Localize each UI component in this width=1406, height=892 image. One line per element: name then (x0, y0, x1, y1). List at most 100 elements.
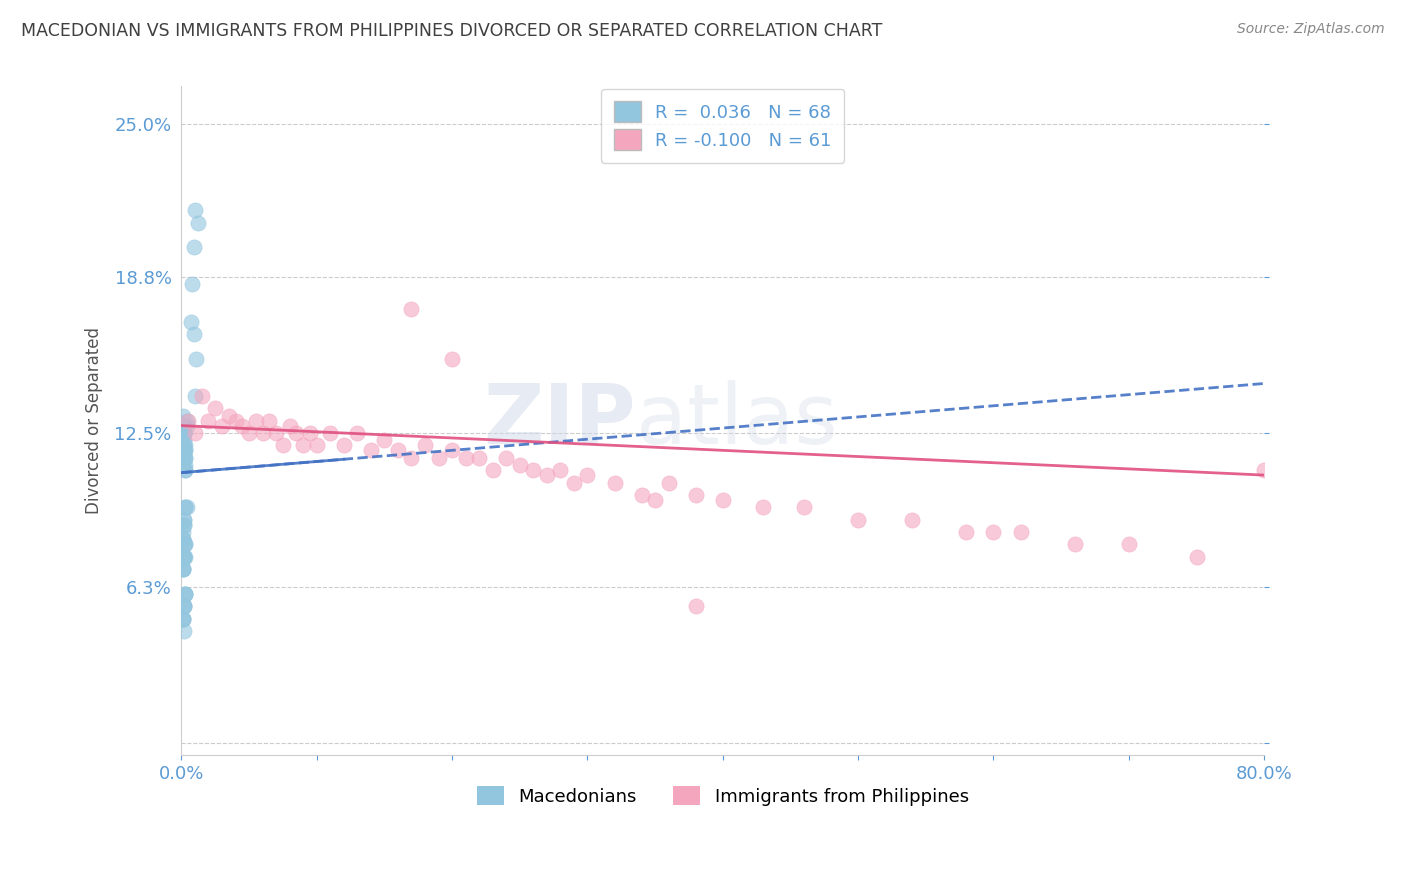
Point (576, 468, 599, 483)
Point (1320, 463, 1343, 477)
Point (172, 562, 194, 576)
Point (172, 438, 194, 452)
Point (184, 389, 207, 403)
Point (174, 537, 197, 551)
Point (259, 414, 281, 428)
Point (298, 425, 321, 440)
Point (901, 513, 924, 527)
Point (184, 203, 207, 218)
Point (238, 425, 260, 440)
Y-axis label: Divorced or Separated: Divorced or Separated (86, 327, 103, 514)
Point (846, 513, 869, 527)
Point (174, 500, 197, 515)
Point (211, 418, 233, 433)
Text: atlas: atlas (636, 380, 838, 461)
Legend: Macedonians, Immigrants from Philippines: Macedonians, Immigrants from Philippines (470, 779, 976, 813)
Point (172, 612, 194, 626)
Point (174, 438, 197, 452)
Point (173, 425, 195, 440)
Point (204, 401, 226, 416)
Point (1063, 537, 1085, 551)
Point (172, 562, 194, 576)
Text: Source: ZipAtlas.com: Source: ZipAtlas.com (1237, 22, 1385, 37)
Point (752, 500, 775, 515)
Point (186, 351, 208, 366)
Point (413, 438, 436, 452)
Point (225, 414, 247, 428)
Point (285, 425, 308, 440)
Point (172, 409, 194, 423)
Point (793, 500, 815, 515)
Text: ZIP: ZIP (484, 380, 636, 461)
Point (176, 414, 198, 428)
Point (245, 414, 267, 428)
Point (333, 438, 356, 452)
Point (173, 513, 195, 527)
Point (173, 549, 195, 564)
Point (346, 425, 368, 440)
Point (172, 562, 194, 576)
Point (522, 463, 544, 477)
Point (173, 418, 195, 433)
Point (174, 549, 197, 564)
Point (173, 517, 195, 532)
Point (174, 587, 197, 601)
Point (685, 488, 707, 502)
Point (441, 351, 464, 366)
Point (173, 549, 195, 564)
Point (401, 302, 423, 317)
Point (174, 450, 197, 465)
Point (252, 425, 274, 440)
Point (183, 326, 205, 341)
Point (509, 458, 531, 473)
Point (173, 624, 195, 639)
Point (955, 524, 977, 539)
Point (187, 215, 209, 229)
Point (174, 587, 197, 601)
Point (173, 425, 195, 440)
Point (319, 425, 342, 440)
Point (173, 517, 195, 532)
Point (174, 463, 197, 477)
Point (427, 450, 450, 465)
Point (173, 418, 195, 433)
Point (454, 450, 477, 465)
Point (174, 458, 197, 473)
Point (1010, 524, 1032, 539)
Point (173, 425, 195, 440)
Point (278, 418, 301, 433)
Point (173, 438, 195, 452)
Point (177, 414, 200, 428)
Point (197, 414, 219, 428)
Point (387, 443, 409, 458)
Point (264, 425, 287, 440)
Point (495, 450, 517, 465)
Point (1253, 463, 1275, 477)
Point (173, 425, 195, 440)
Point (172, 443, 194, 458)
Point (181, 277, 204, 292)
Point (173, 599, 195, 614)
Point (172, 533, 194, 547)
Point (176, 500, 198, 515)
Point (183, 240, 205, 254)
Point (173, 425, 195, 440)
Point (271, 438, 294, 452)
Point (190, 389, 212, 403)
Point (172, 524, 194, 539)
Point (172, 450, 194, 465)
Point (173, 599, 195, 614)
Point (630, 488, 652, 502)
Point (711, 492, 734, 507)
Point (173, 513, 195, 527)
Point (172, 612, 194, 626)
Point (174, 463, 197, 477)
Point (603, 475, 626, 490)
Point (173, 537, 195, 551)
Point (658, 475, 681, 490)
Point (174, 443, 197, 458)
Point (644, 492, 666, 507)
Point (176, 418, 198, 433)
Point (173, 549, 195, 564)
Point (172, 443, 194, 458)
